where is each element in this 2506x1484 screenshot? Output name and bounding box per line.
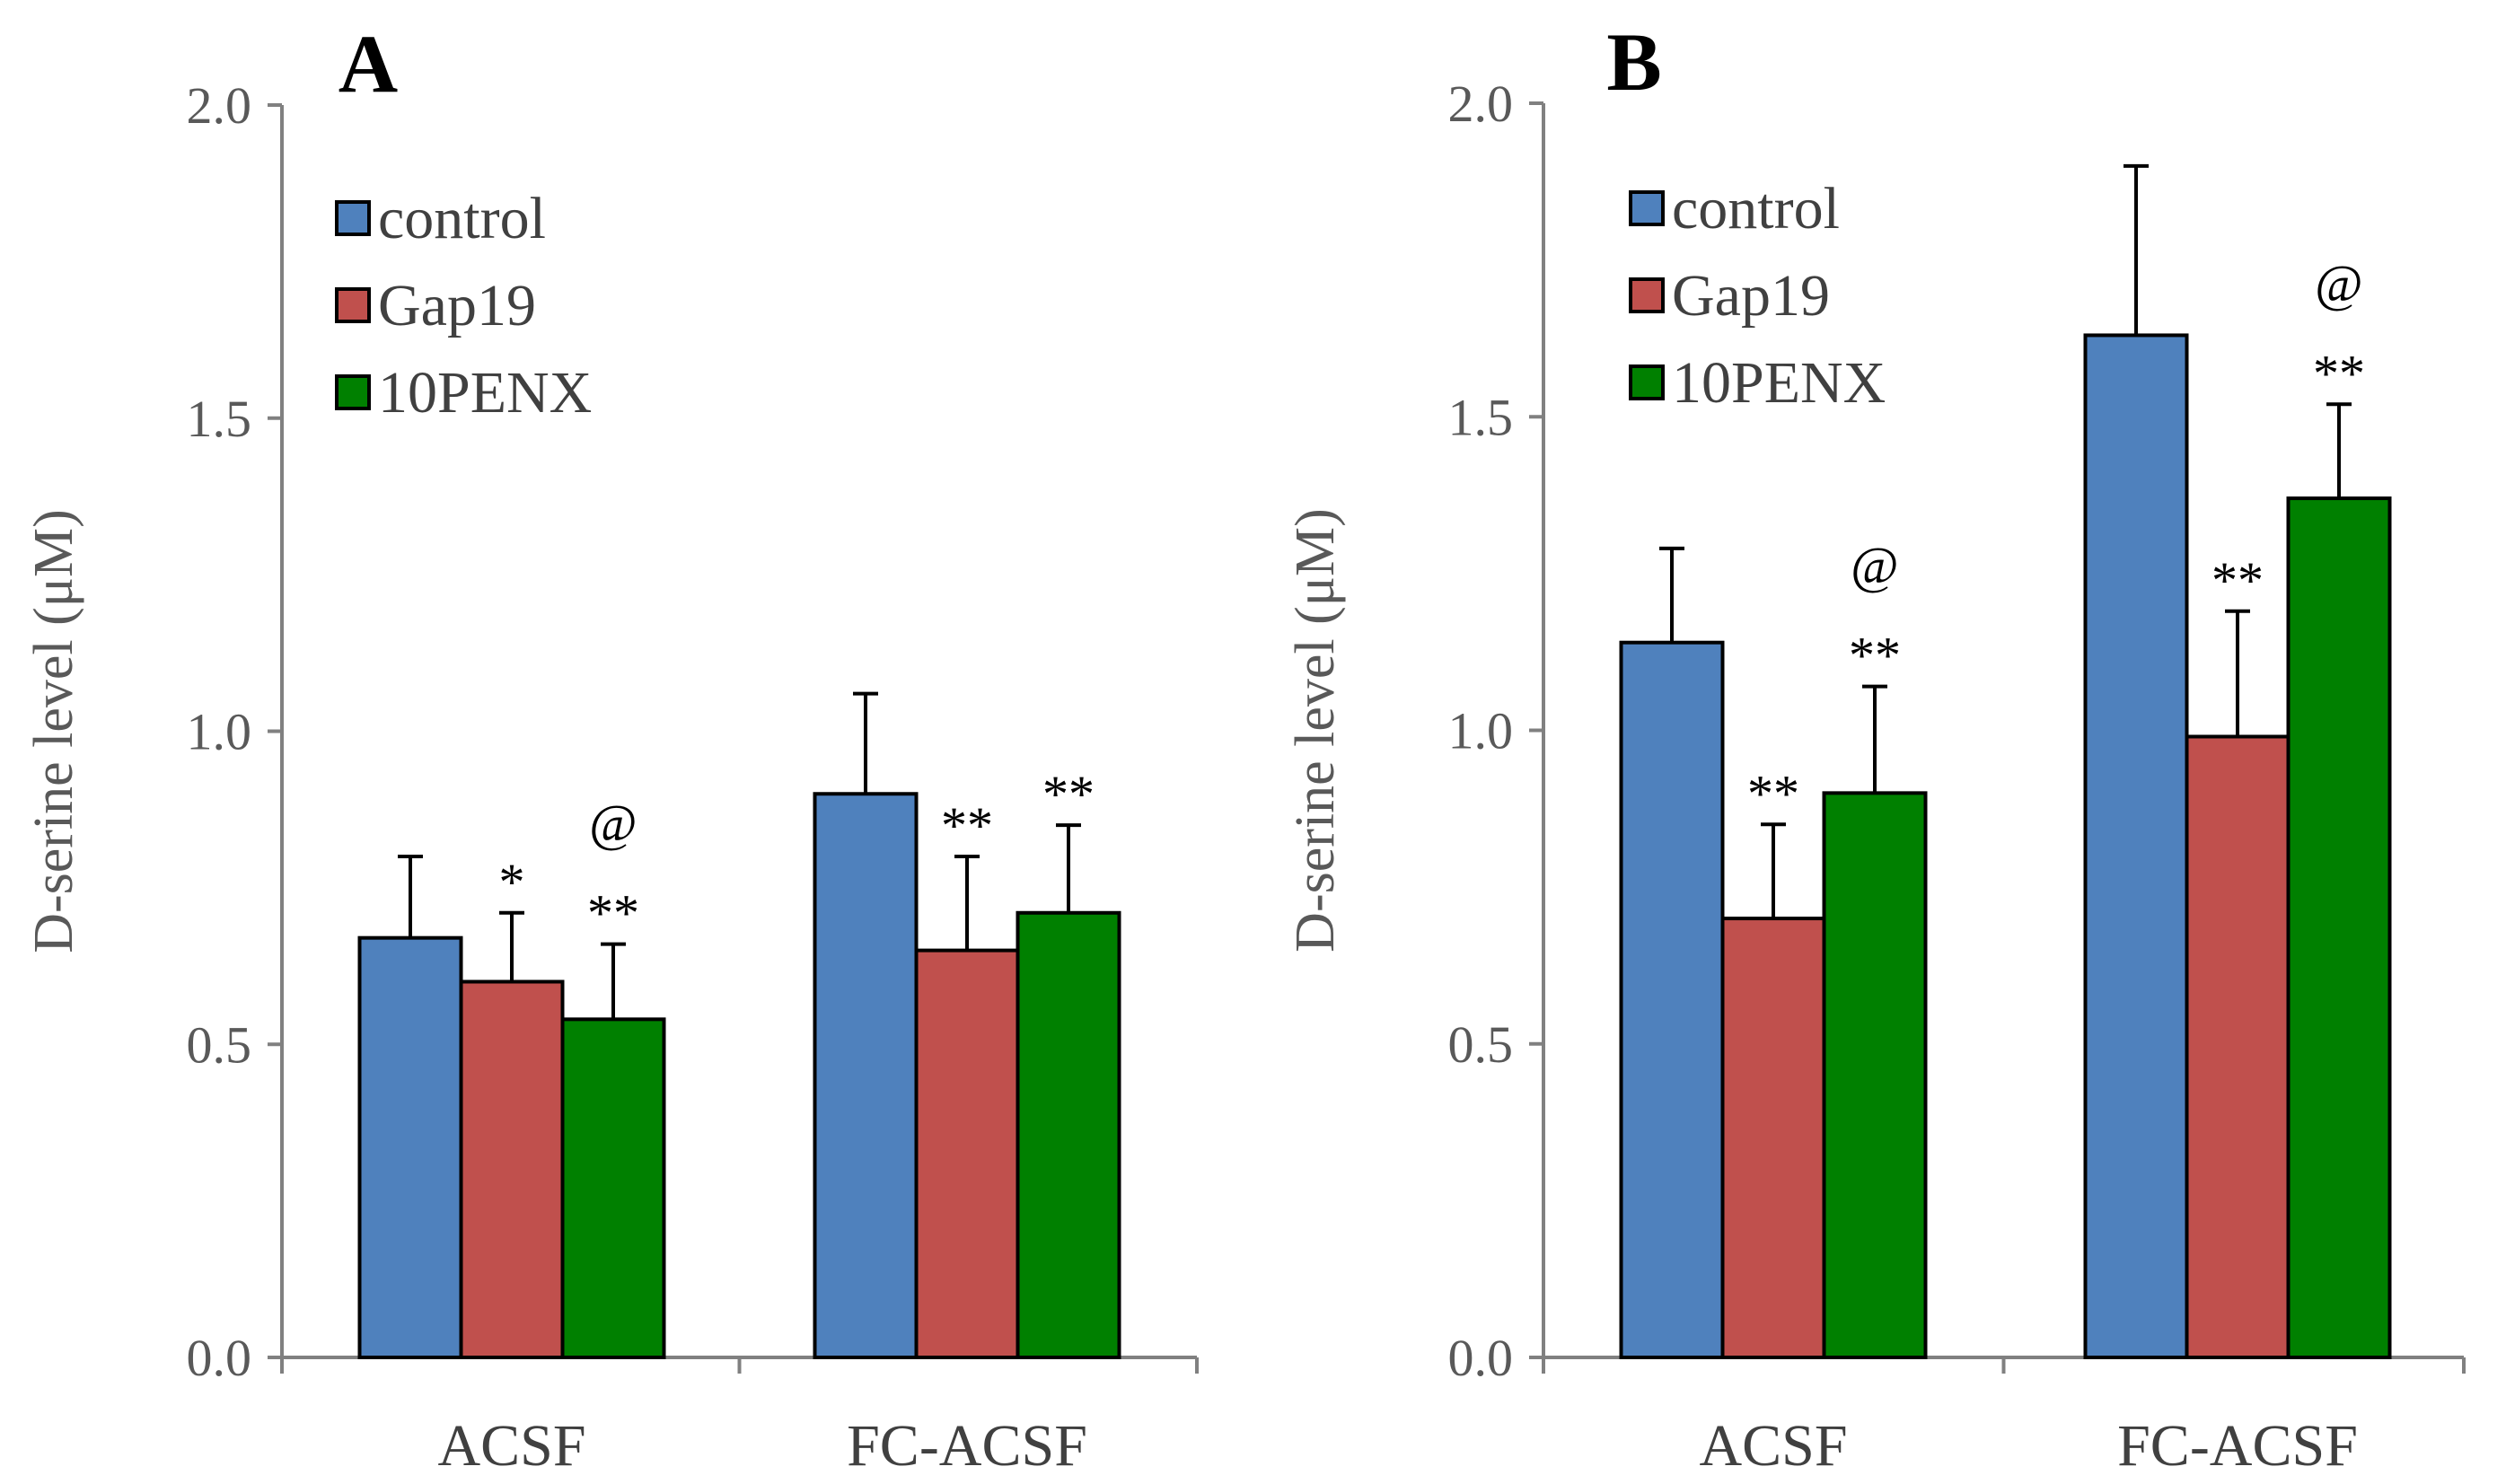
panel-label: B <box>1606 16 1661 108</box>
y-tick-label: 1.5 <box>1448 388 1514 446</box>
y-tick-label: 0.5 <box>1448 1015 1514 1074</box>
bar-control <box>813 792 919 1359</box>
legend-label: Gap19 <box>1672 263 1830 329</box>
panel-label: A <box>339 18 398 110</box>
legend-swatch-10penx <box>1629 364 1665 400</box>
legend-label: 10PENX <box>1672 350 1886 416</box>
y-axis-title: D-serine level (μM) <box>1285 508 1346 953</box>
y-tick-label: 1.5 <box>187 390 252 448</box>
legend-label: Gap19 <box>378 273 536 338</box>
x-category-label: ACSF <box>437 1413 585 1479</box>
legend-swatch-10penx <box>335 374 371 410</box>
panel-b-chart: B 0.0 0.5 1.0 1.5 2.0 D-serine level (μM) ACSF F… <box>1285 16 2466 1479</box>
x-category-label: FC-ACSF <box>847 1413 1087 1479</box>
bar-10penx <box>2286 496 2392 1359</box>
bar-10penx <box>1822 791 1928 1359</box>
significance-stars: ** <box>1849 627 1901 685</box>
legend-label: 10PENX <box>378 360 592 426</box>
significance-stars: ** <box>2211 551 2264 610</box>
bar-control <box>2083 333 2189 1360</box>
y-tick-label: 1.0 <box>1448 702 1514 760</box>
panel-a-chart: A 0.0 0.5 1.0 1.5 2.0 D-serine level (μM) ACSF F… <box>23 18 1199 1479</box>
bar-gap19 <box>2185 734 2291 1359</box>
bar-control <box>1619 640 1725 1359</box>
legend-label: control <box>378 186 546 251</box>
bar-10penx <box>560 1017 666 1359</box>
significance-stars: ** <box>941 796 993 855</box>
legend-label: control <box>1672 176 1840 241</box>
bar-control <box>357 935 463 1360</box>
significance-stars: ** <box>2313 344 2365 402</box>
legend-swatch-control <box>335 200 371 236</box>
y-tick-label: 0.0 <box>1448 1329 1514 1387</box>
significance-stars: ** <box>1747 764 1799 822</box>
x-category-label: ACSF <box>1699 1413 1847 1479</box>
y-tick-label: 1.0 <box>187 703 252 761</box>
significance-at-sign: @ <box>589 795 637 853</box>
bar-gap19 <box>914 948 1020 1359</box>
significance-at-sign: @ <box>2315 254 2362 312</box>
y-tick-label: 2.0 <box>187 76 252 135</box>
legend-swatch-gap19 <box>1629 277 1665 313</box>
bar-gap19 <box>459 979 565 1359</box>
legend-swatch-control <box>1629 190 1665 226</box>
bar-gap19 <box>1720 917 1826 1359</box>
legend-swatch-gap19 <box>335 287 371 323</box>
y-tick-label: 0.5 <box>187 1015 252 1074</box>
y-tick-label: 2.0 <box>1448 75 1514 133</box>
significance-stars: * <box>499 853 525 911</box>
significance-stars: ** <box>1042 765 1095 823</box>
significance-at-sign: @ <box>1851 537 1898 595</box>
significance-stars: ** <box>587 884 639 943</box>
bar-10penx <box>1016 910 1121 1360</box>
x-category-label: FC-ACSF <box>2117 1413 2358 1479</box>
y-tick-label: 0.0 <box>187 1329 252 1387</box>
y-axis-title: D-serine level (μM) <box>23 509 84 953</box>
